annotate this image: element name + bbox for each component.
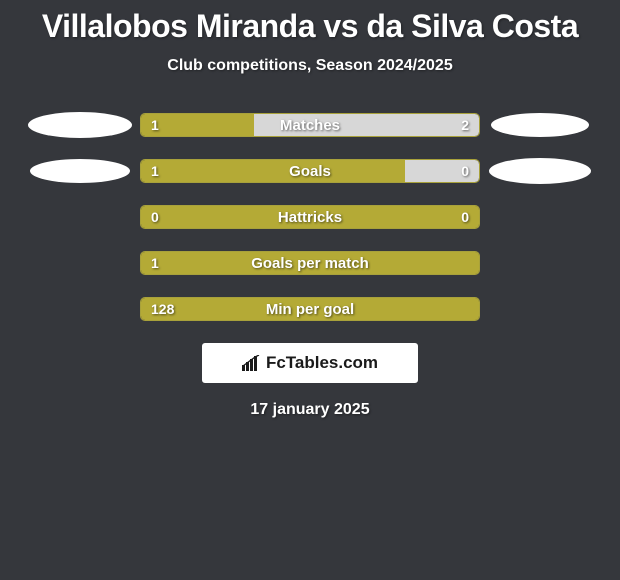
stat-bar: 12Matches [140,113,480,137]
subtitle: Club competitions, Season 2024/2025 [0,57,620,75]
team-logo-left [28,112,132,138]
stat-label: Hattricks [141,206,479,228]
logo-slot-left [20,159,140,183]
stat-row: 1Goals per match [0,251,620,275]
bars-icon [242,355,262,371]
stat-bar: 10Goals [140,159,480,183]
stat-bar: 1Goals per match [140,251,480,275]
brand-label: FcTables.com [242,353,378,373]
stats-rows: 12Matches 10Goals 00Hattricks 1Goals per ma… [0,113,620,321]
stat-bar: 128Min per goal [140,297,480,321]
team-logo-right [491,113,589,137]
brand-text: FcTables.com [266,353,378,373]
stat-bar: 00Hattricks [140,205,480,229]
stat-label: Goals per match [141,252,479,274]
stat-row: 10Goals [0,159,620,183]
stat-row: 12Matches [0,113,620,137]
page-title: Villalobos Miranda vs da Silva Costa [0,0,620,45]
stat-row: 00Hattricks [0,205,620,229]
logo-slot-right [480,113,600,137]
stat-label: Matches [141,114,479,136]
stat-row: 128Min per goal [0,297,620,321]
team-logo-left [30,159,130,183]
logo-slot-right [480,158,600,184]
stat-label: Goals [141,160,479,182]
brand-box: FcTables.com [202,343,418,383]
team-logo-right [489,158,591,184]
date-label: 17 january 2025 [0,401,620,419]
logo-slot-left [20,112,140,138]
stat-label: Min per goal [141,298,479,320]
